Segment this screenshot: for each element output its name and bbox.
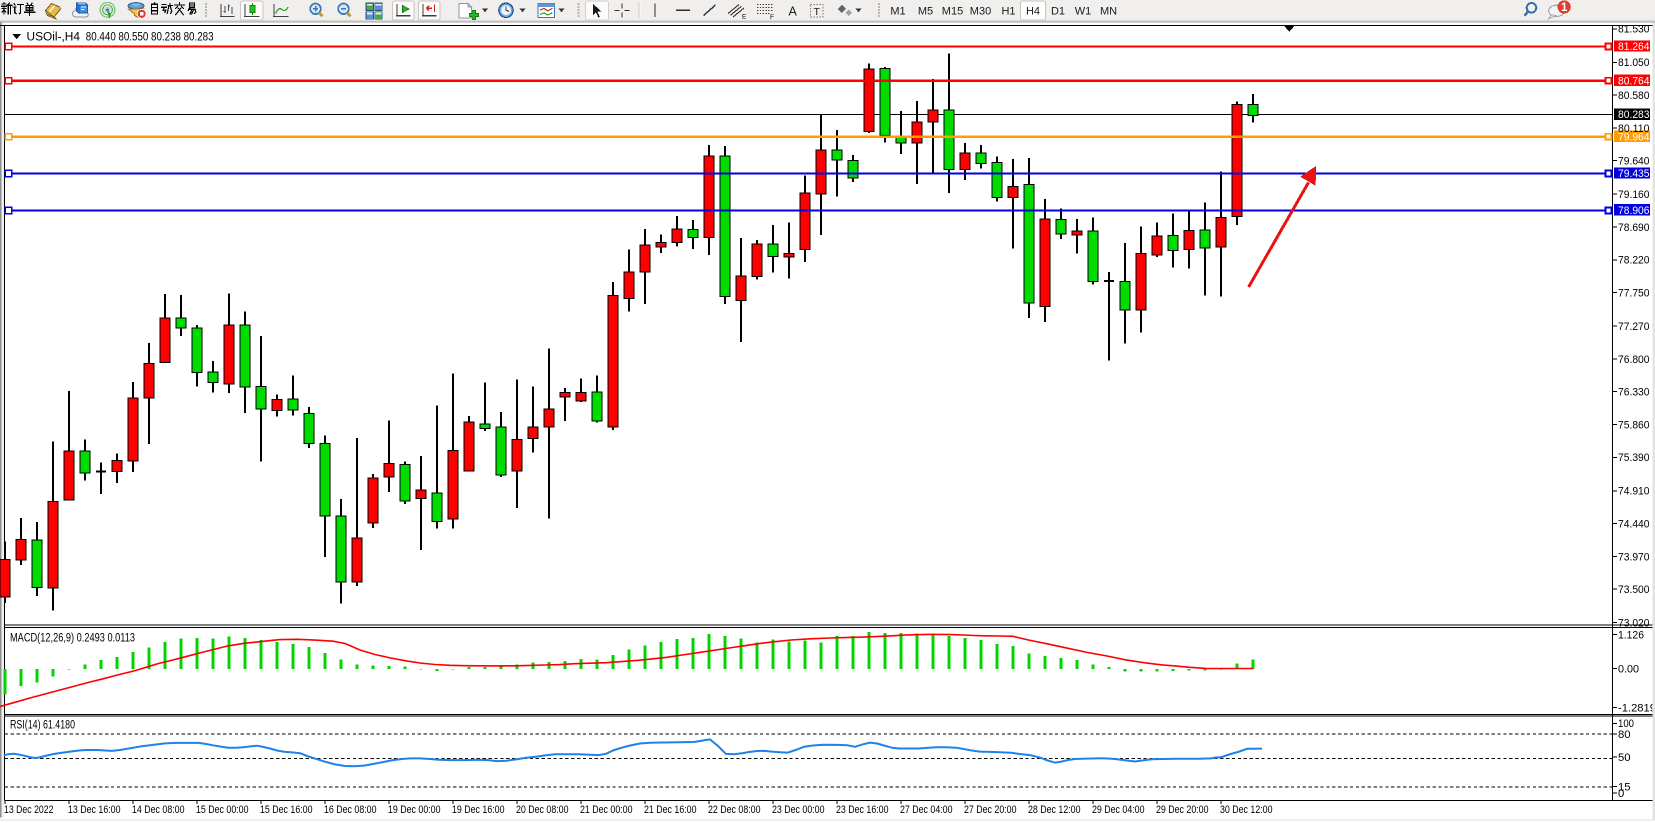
svg-text:A: A	[789, 4, 798, 18]
svg-text:77.750: 77.750	[1618, 288, 1650, 300]
svg-text:73.020: 73.020	[1618, 618, 1650, 630]
svg-text:50: 50	[1618, 752, 1631, 764]
svg-text:21 Dec 00:00: 21 Dec 00:00	[580, 804, 633, 816]
svg-text:RSI(14) 61.4180: RSI(14) 61.4180	[10, 719, 75, 731]
svg-text:D1: D1	[1051, 6, 1065, 18]
svg-text:28 Dec 12:00: 28 Dec 12:00	[1028, 804, 1081, 816]
svg-text:74.910: 74.910	[1618, 486, 1650, 498]
svg-text:22 Dec 08:00: 22 Dec 08:00	[708, 804, 761, 816]
svg-text:M5: M5	[918, 6, 933, 18]
svg-text:80.283: 80.283	[184, 31, 214, 43]
svg-text:30 Dec 12:00: 30 Dec 12:00	[1220, 804, 1273, 816]
svg-text:USOil-,H4: USOil-,H4	[27, 31, 81, 43]
svg-text:-1.2819: -1.2819	[1618, 703, 1655, 715]
svg-text:MN: MN	[1100, 6, 1117, 18]
svg-text:19 Dec 16:00: 19 Dec 16:00	[452, 804, 505, 816]
svg-text:19 Dec 00:00: 19 Dec 00:00	[388, 804, 441, 816]
svg-text:80.550: 80.550	[118, 31, 148, 43]
svg-text:78.220: 78.220	[1618, 255, 1650, 267]
svg-text:81.050: 81.050	[1618, 57, 1650, 69]
svg-text:80: 80	[1618, 729, 1631, 741]
svg-text:79.160: 79.160	[1618, 189, 1650, 201]
svg-text:77.270: 77.270	[1618, 321, 1650, 333]
svg-text:100: 100	[1618, 718, 1634, 730]
svg-text:23 Dec 16:00: 23 Dec 16:00	[836, 804, 889, 816]
svg-text:15: 15	[1618, 781, 1631, 793]
svg-text:76.800: 76.800	[1618, 354, 1650, 366]
svg-text:80.764: 80.764	[1618, 75, 1650, 87]
svg-text:E: E	[742, 14, 747, 21]
svg-text:0.00: 0.00	[1618, 664, 1639, 676]
svg-text:0: 0	[1618, 788, 1624, 800]
svg-text:29 Dec 04:00: 29 Dec 04:00	[1092, 804, 1145, 816]
svg-text:T: T	[814, 6, 821, 18]
svg-text:13 Dec 2022: 13 Dec 2022	[4, 804, 54, 816]
svg-text:15 Dec 16:00: 15 Dec 16:00	[260, 804, 313, 816]
svg-text:20 Dec 08:00: 20 Dec 08:00	[516, 804, 569, 816]
svg-text:14 Dec 08:00: 14 Dec 08:00	[132, 804, 185, 816]
svg-text:81.264: 81.264	[1618, 41, 1650, 53]
svg-text:1: 1	[1561, 2, 1568, 14]
svg-text:H4: H4	[1026, 6, 1040, 18]
svg-text:79.435: 79.435	[1618, 168, 1650, 180]
svg-text:73.500: 73.500	[1618, 584, 1650, 596]
svg-text:29 Dec 20:00: 29 Dec 20:00	[1156, 804, 1209, 816]
svg-text:23 Dec 00:00: 23 Dec 00:00	[772, 804, 825, 816]
svg-text:81.530: 81.530	[1618, 24, 1650, 36]
svg-text:75.390: 75.390	[1618, 452, 1650, 464]
svg-text:80.283: 80.283	[1618, 109, 1650, 121]
svg-text:16 Dec 08:00: 16 Dec 08:00	[324, 804, 377, 816]
svg-text:15 Dec 00:00: 15 Dec 00:00	[196, 804, 249, 816]
svg-text:MACD(12,26,9) 0.2493 0.0113: MACD(12,26,9) 0.2493 0.0113	[10, 632, 135, 644]
svg-text:M15: M15	[942, 6, 963, 18]
svg-text:79.640: 79.640	[1618, 156, 1650, 168]
svg-text:78.906: 78.906	[1618, 205, 1650, 217]
svg-text:80.110: 80.110	[1618, 123, 1650, 135]
svg-text:27 Dec 20:00: 27 Dec 20:00	[964, 804, 1017, 816]
svg-text:M1: M1	[890, 6, 905, 18]
svg-text:F: F	[770, 14, 774, 21]
svg-text:H1: H1	[1001, 6, 1015, 18]
svg-text:M30: M30	[970, 6, 991, 18]
svg-text:73.970: 73.970	[1618, 551, 1650, 563]
svg-text:W1: W1	[1075, 6, 1092, 18]
svg-text:78.690: 78.690	[1618, 222, 1650, 234]
svg-text:80.440: 80.440	[86, 31, 116, 43]
svg-text:27 Dec 04:00: 27 Dec 04:00	[900, 804, 953, 816]
svg-text:79.964: 79.964	[1618, 131, 1650, 143]
svg-text:80.580: 80.580	[1618, 90, 1650, 102]
svg-text:21 Dec 16:00: 21 Dec 16:00	[644, 804, 697, 816]
svg-text:1.126: 1.126	[1618, 629, 1644, 641]
svg-text:76.330: 76.330	[1618, 387, 1650, 399]
svg-text:80.238: 80.238	[151, 31, 181, 43]
svg-text:75.860: 75.860	[1618, 419, 1650, 431]
svg-text:74.440: 74.440	[1618, 519, 1650, 531]
svg-text:13 Dec 16:00: 13 Dec 16:00	[68, 804, 121, 816]
